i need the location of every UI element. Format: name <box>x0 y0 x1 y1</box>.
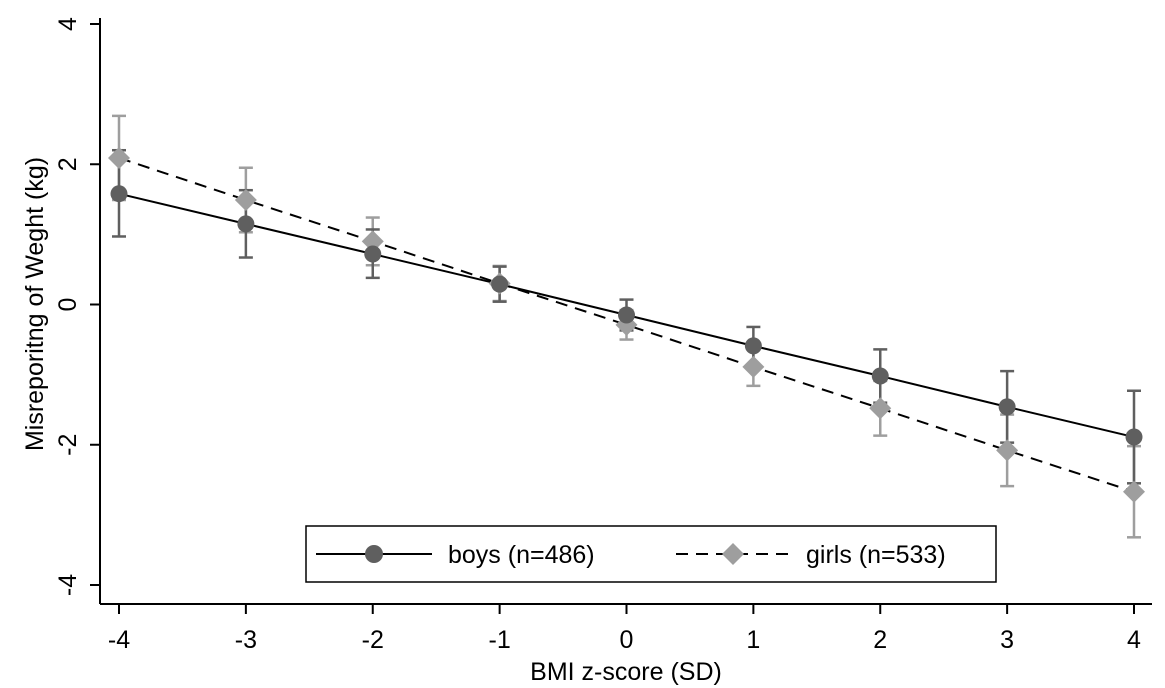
x-tick-label: -4 <box>108 626 130 654</box>
data-point-boys <box>110 185 128 203</box>
data-point-boys <box>744 337 762 355</box>
y-tick-label: -4 <box>54 574 82 596</box>
legend-entry-boys: boys (n=486) <box>316 541 595 569</box>
data-point-boys <box>871 367 889 385</box>
x-tick-label: -3 <box>235 626 257 654</box>
x-tick-label: 2 <box>873 626 887 654</box>
y-axis-title: Misreporitng of Weght (kg) <box>21 157 49 451</box>
legend-marker-girls <box>722 543 744 565</box>
markers-boys <box>110 185 1143 446</box>
legend: boys (n=486) girls (n=533) <box>305 525 997 583</box>
data-point-girls <box>1123 480 1145 503</box>
legend-entry-girls: girls (n=533) <box>676 541 946 569</box>
y-tick-label: -2 <box>54 434 82 456</box>
series-line-girls <box>118 156 1135 493</box>
data-point-boys <box>1125 428 1143 446</box>
x-tick-label: 1 <box>746 626 760 654</box>
y-tick-label: 0 <box>54 298 82 312</box>
legend-marker-boys <box>365 545 383 563</box>
data-point-girls <box>234 189 257 212</box>
data-point-girls <box>361 230 384 253</box>
data-point-girls <box>108 146 130 169</box>
data-point-girls <box>742 355 765 378</box>
x-axis-title: BMI z-score (SD) <box>530 658 722 686</box>
data-point-boys <box>491 275 509 293</box>
legend-label-boys: boys (n=486) <box>448 541 595 569</box>
y-tick-label: 2 <box>54 157 82 171</box>
data-point-boys <box>618 306 635 324</box>
data-point-girls <box>996 439 1019 462</box>
plot-area <box>108 114 1145 539</box>
x-tick-label: 3 <box>1000 626 1014 654</box>
x-axis-ticks: -4 -3 -2 -1 0 1 2 3 4 <box>108 604 1141 654</box>
x-tick-label: 0 <box>620 626 634 654</box>
x-tick-label: -2 <box>362 626 384 654</box>
x-tick-label: -1 <box>489 626 511 654</box>
y-tick-label: 4 <box>54 17 82 31</box>
data-point-boys <box>237 215 255 233</box>
legend-label-girls: girls (n=533) <box>806 541 946 569</box>
data-point-boys <box>364 245 382 263</box>
markers-girls <box>108 146 1145 503</box>
data-point-boys <box>998 398 1016 416</box>
data-point-girls <box>869 397 892 420</box>
x-tick-label: 4 <box>1127 626 1141 654</box>
y-axis-ticks: -4 -2 0 2 4 <box>54 17 100 596</box>
